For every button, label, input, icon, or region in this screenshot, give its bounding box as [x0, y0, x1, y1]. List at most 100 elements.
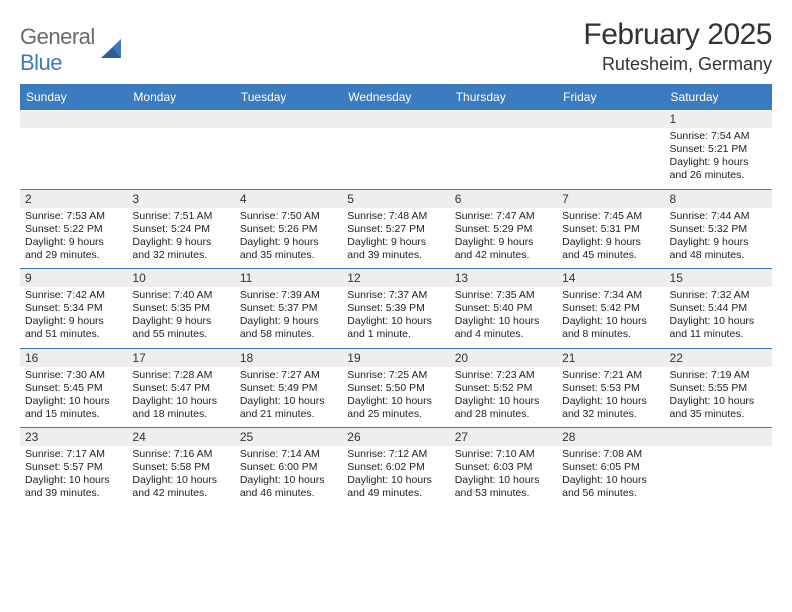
- daylight-text: Daylight: 10 hours and 46 minutes.: [240, 474, 337, 500]
- day-number: 18: [235, 349, 342, 367]
- day-body: Sunrise: 7:12 AMSunset: 6:02 PMDaylight:…: [342, 446, 449, 507]
- week-row: 1Sunrise: 7:54 AMSunset: 5:21 PMDaylight…: [20, 109, 772, 189]
- day-body: [665, 446, 772, 504]
- day-body: Sunrise: 7:44 AMSunset: 5:32 PMDaylight:…: [665, 208, 772, 269]
- sunrise-text: Sunrise: 7:08 AM: [562, 448, 659, 461]
- sunrise-text: Sunrise: 7:14 AM: [240, 448, 337, 461]
- day-number: 14: [557, 269, 664, 287]
- sunrise-text: Sunrise: 7:53 AM: [25, 210, 122, 223]
- week-row: 23Sunrise: 7:17 AMSunset: 5:57 PMDayligh…: [20, 427, 772, 507]
- daylight-text: Daylight: 10 hours and 21 minutes.: [240, 395, 337, 421]
- day-cell: 27Sunrise: 7:10 AMSunset: 6:03 PMDayligh…: [450, 428, 557, 507]
- day-cell: [557, 110, 664, 189]
- day-number: 24: [127, 428, 234, 446]
- daylight-text: Daylight: 10 hours and 15 minutes.: [25, 395, 122, 421]
- day-body: Sunrise: 7:35 AMSunset: 5:40 PMDaylight:…: [450, 287, 557, 348]
- daylight-text: Daylight: 9 hours and 29 minutes.: [25, 236, 122, 262]
- day-number: 21: [557, 349, 664, 367]
- daylight-text: Daylight: 10 hours and 53 minutes.: [455, 474, 552, 500]
- daylight-text: Daylight: 10 hours and 32 minutes.: [562, 395, 659, 421]
- day-cell: 19Sunrise: 7:25 AMSunset: 5:50 PMDayligh…: [342, 349, 449, 428]
- daylight-text: Daylight: 9 hours and 48 minutes.: [670, 236, 767, 262]
- week-row: 16Sunrise: 7:30 AMSunset: 5:45 PMDayligh…: [20, 348, 772, 428]
- day-number: 8: [665, 190, 772, 208]
- sunset-text: Sunset: 5:42 PM: [562, 302, 659, 315]
- day-number: 10: [127, 269, 234, 287]
- sunset-text: Sunset: 5:55 PM: [670, 382, 767, 395]
- day-number: [450, 110, 557, 128]
- day-cell: 18Sunrise: 7:27 AMSunset: 5:49 PMDayligh…: [235, 349, 342, 428]
- daylight-text: Daylight: 10 hours and 42 minutes.: [132, 474, 229, 500]
- sunset-text: Sunset: 5:53 PM: [562, 382, 659, 395]
- dow-thursday: Thursday: [450, 86, 557, 109]
- dow-friday: Friday: [557, 86, 664, 109]
- sunrise-text: Sunrise: 7:17 AM: [25, 448, 122, 461]
- day-cell: 12Sunrise: 7:37 AMSunset: 5:39 PMDayligh…: [342, 269, 449, 348]
- day-cell: 26Sunrise: 7:12 AMSunset: 6:02 PMDayligh…: [342, 428, 449, 507]
- day-number: 5: [342, 190, 449, 208]
- day-cell: 6Sunrise: 7:47 AMSunset: 5:29 PMDaylight…: [450, 190, 557, 269]
- day-number: [557, 110, 664, 128]
- day-cell: 15Sunrise: 7:32 AMSunset: 5:44 PMDayligh…: [665, 269, 772, 348]
- day-body: Sunrise: 7:45 AMSunset: 5:31 PMDaylight:…: [557, 208, 664, 269]
- daylight-text: Daylight: 10 hours and 39 minutes.: [25, 474, 122, 500]
- day-cell: [665, 428, 772, 507]
- sunset-text: Sunset: 5:27 PM: [347, 223, 444, 236]
- sunrise-text: Sunrise: 7:44 AM: [670, 210, 767, 223]
- day-body: [235, 128, 342, 186]
- day-body: [450, 128, 557, 186]
- day-number: [235, 110, 342, 128]
- day-body: Sunrise: 7:47 AMSunset: 5:29 PMDaylight:…: [450, 208, 557, 269]
- sunset-text: Sunset: 5:45 PM: [25, 382, 122, 395]
- day-number: 26: [342, 428, 449, 446]
- week-row: 9Sunrise: 7:42 AMSunset: 5:34 PMDaylight…: [20, 268, 772, 348]
- day-number: 7: [557, 190, 664, 208]
- day-number: 19: [342, 349, 449, 367]
- sail-icon: [99, 36, 125, 65]
- sunset-text: Sunset: 6:02 PM: [347, 461, 444, 474]
- dow-saturday: Saturday: [665, 86, 772, 109]
- day-number: 25: [235, 428, 342, 446]
- sunrise-text: Sunrise: 7:45 AM: [562, 210, 659, 223]
- day-number: 2: [20, 190, 127, 208]
- dow-row: Sunday Monday Tuesday Wednesday Thursday…: [20, 86, 772, 109]
- sunset-text: Sunset: 6:03 PM: [455, 461, 552, 474]
- day-body: Sunrise: 7:28 AMSunset: 5:47 PMDaylight:…: [127, 367, 234, 428]
- day-body: [20, 128, 127, 186]
- day-cell: 20Sunrise: 7:23 AMSunset: 5:52 PMDayligh…: [450, 349, 557, 428]
- sunset-text: Sunset: 5:44 PM: [670, 302, 767, 315]
- day-body: Sunrise: 7:54 AMSunset: 5:21 PMDaylight:…: [665, 128, 772, 189]
- daylight-text: Daylight: 10 hours and 25 minutes.: [347, 395, 444, 421]
- daylight-text: Daylight: 10 hours and 8 minutes.: [562, 315, 659, 341]
- day-body: Sunrise: 7:10 AMSunset: 6:03 PMDaylight:…: [450, 446, 557, 507]
- day-body: Sunrise: 7:23 AMSunset: 5:52 PMDaylight:…: [450, 367, 557, 428]
- daylight-text: Daylight: 9 hours and 51 minutes.: [25, 315, 122, 341]
- sunrise-text: Sunrise: 7:19 AM: [670, 369, 767, 382]
- daylight-text: Daylight: 9 hours and 35 minutes.: [240, 236, 337, 262]
- sunrise-text: Sunrise: 7:27 AM: [240, 369, 337, 382]
- sunset-text: Sunset: 5:35 PM: [132, 302, 229, 315]
- sunrise-text: Sunrise: 7:16 AM: [132, 448, 229, 461]
- sunset-text: Sunset: 5:58 PM: [132, 461, 229, 474]
- day-number: 22: [665, 349, 772, 367]
- day-cell: [127, 110, 234, 189]
- sunset-text: Sunset: 5:57 PM: [25, 461, 122, 474]
- sunset-text: Sunset: 5:34 PM: [25, 302, 122, 315]
- day-body: Sunrise: 7:21 AMSunset: 5:53 PMDaylight:…: [557, 367, 664, 428]
- brand-part2: Blue: [20, 50, 62, 75]
- day-number: 11: [235, 269, 342, 287]
- day-number: [342, 110, 449, 128]
- day-cell: 10Sunrise: 7:40 AMSunset: 5:35 PMDayligh…: [127, 269, 234, 348]
- dow-sunday: Sunday: [20, 86, 127, 109]
- sunset-text: Sunset: 5:24 PM: [132, 223, 229, 236]
- day-body: Sunrise: 7:32 AMSunset: 5:44 PMDaylight:…: [665, 287, 772, 348]
- calendar-grid: Sunday Monday Tuesday Wednesday Thursday…: [20, 84, 772, 507]
- sunrise-text: Sunrise: 7:35 AM: [455, 289, 552, 302]
- brand-part1: General: [20, 24, 95, 49]
- day-cell: [450, 110, 557, 189]
- dow-wednesday: Wednesday: [342, 86, 449, 109]
- day-body: Sunrise: 7:14 AMSunset: 6:00 PMDaylight:…: [235, 446, 342, 507]
- day-body: Sunrise: 7:48 AMSunset: 5:27 PMDaylight:…: [342, 208, 449, 269]
- day-number: 20: [450, 349, 557, 367]
- day-number: 28: [557, 428, 664, 446]
